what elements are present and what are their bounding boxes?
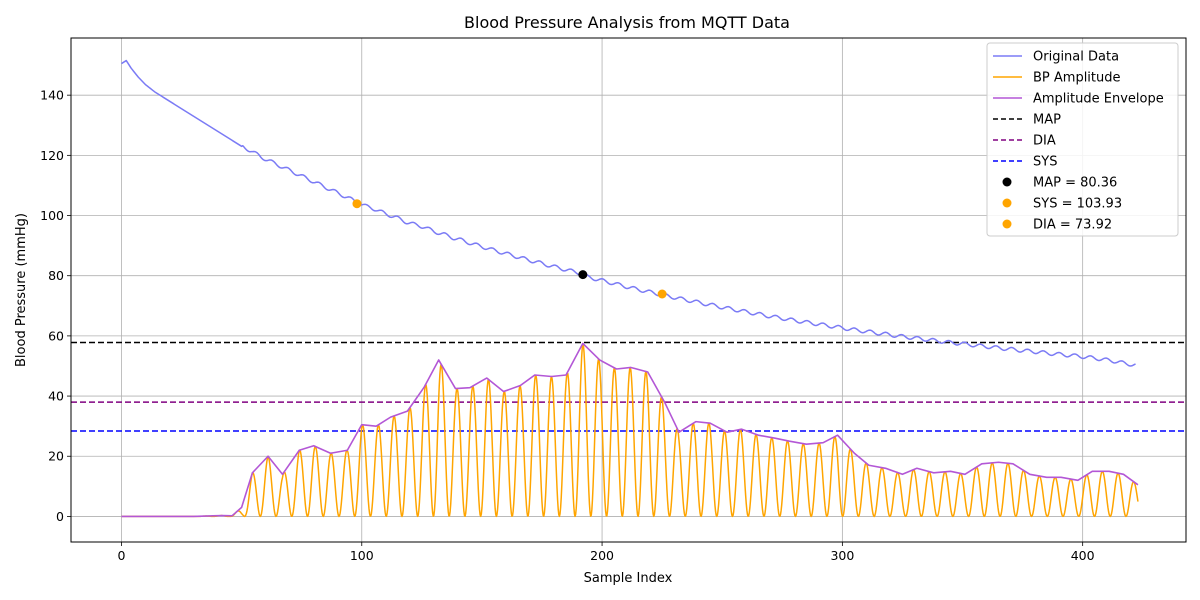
plot-frame xyxy=(70,37,1187,543)
legend-marker xyxy=(1002,177,1012,187)
series-amplitude-envelope xyxy=(121,342,1139,518)
y-tick-label: 140 xyxy=(40,88,64,103)
x-tick-label: 300 xyxy=(830,548,854,563)
legend-label: Original Data xyxy=(1033,50,1119,65)
legend-label: Amplitude Envelope xyxy=(1033,92,1164,107)
point-sys xyxy=(352,199,362,209)
y-tick-label: 60 xyxy=(48,328,64,343)
x-tick-label: 0 xyxy=(117,548,125,563)
series-layer xyxy=(71,59,1186,518)
y-tick-label: 120 xyxy=(40,148,64,163)
x-tick-label: 400 xyxy=(1071,548,1095,563)
axis-ticks: 0 100 200 300 400 0 20 40 60 80 100 120 140 xyxy=(40,88,1095,563)
legend-box xyxy=(986,42,1179,237)
x-axis-label: Sample Index xyxy=(584,571,673,586)
legend-label: DIA xyxy=(1033,134,1056,149)
chart-title: Blood Pressure Analysis from MQTT Data xyxy=(464,13,790,32)
x-tick-label: 200 xyxy=(590,548,614,563)
legend: Original Data BP Amplitude Amplitude Envel… xyxy=(986,42,1179,237)
y-tick-label: 0 xyxy=(56,509,64,524)
series-bp-amplitude xyxy=(121,342,1139,518)
legend-marker xyxy=(1002,219,1012,229)
x-tick-label: 100 xyxy=(350,548,374,563)
y-tick-label: 100 xyxy=(40,208,64,223)
legend-marker xyxy=(1002,198,1012,208)
y-tick-label: 80 xyxy=(48,268,64,283)
legend-label: BP Amplitude xyxy=(1033,71,1121,86)
point-dia xyxy=(657,289,667,299)
legend-label: MAP = 80.36 xyxy=(1033,176,1117,191)
legend-label: MAP xyxy=(1033,113,1061,128)
y-axis-label: Blood Pressure (mmHg) xyxy=(14,213,29,367)
legend-label: SYS xyxy=(1033,155,1057,170)
legend-label: DIA = 73.92 xyxy=(1033,218,1112,233)
y-tick-label: 20 xyxy=(48,449,64,464)
y-tick-label: 40 xyxy=(48,389,64,404)
legend-label: SYS = 103.93 xyxy=(1033,197,1122,212)
point-map xyxy=(578,270,588,280)
series-original-data xyxy=(121,59,1136,367)
